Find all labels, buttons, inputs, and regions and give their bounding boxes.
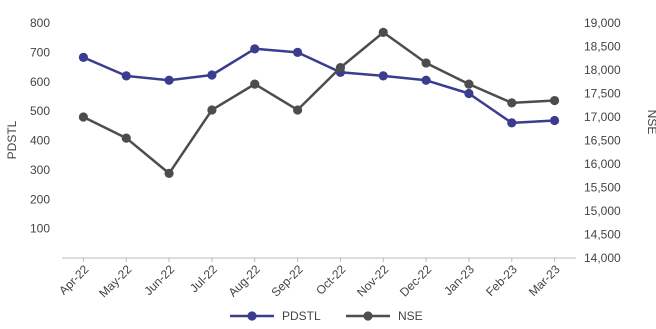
right-tick-label: 18,000 xyxy=(584,63,621,77)
left-tick-label: 700 xyxy=(30,45,50,59)
x-tick-label: Aug-22 xyxy=(226,262,263,299)
data-point xyxy=(164,168,174,178)
data-point xyxy=(421,75,431,85)
legend-item: PDSTL xyxy=(230,309,321,323)
data-point xyxy=(507,98,517,108)
legend-label: NSE xyxy=(398,309,423,323)
data-point xyxy=(335,63,346,73)
x-tick-label: Jul-22 xyxy=(187,262,220,295)
series-nse xyxy=(78,27,560,178)
right-tick-label: 19,000 xyxy=(584,16,621,30)
data-point xyxy=(421,58,431,68)
data-point xyxy=(250,44,260,54)
data-point xyxy=(378,27,388,37)
x-tick-label: Sep-22 xyxy=(268,262,305,299)
x-tick-label: Nov-22 xyxy=(354,262,391,299)
data-point xyxy=(292,105,303,115)
x-tick-label: Feb-23 xyxy=(483,262,520,299)
right-tick-label: 17,500 xyxy=(584,87,621,101)
data-point xyxy=(78,52,89,62)
left-tick-label: 600 xyxy=(30,75,50,89)
legend-marker xyxy=(247,311,257,321)
right-tick-label: 14,000 xyxy=(584,251,621,265)
legend-item: NSE xyxy=(346,309,423,323)
data-point xyxy=(250,79,260,89)
right-tick-label: 16,500 xyxy=(584,134,621,148)
data-point xyxy=(207,70,217,80)
x-tick-label: Jun-22 xyxy=(141,262,177,298)
right-tick-label: 17,000 xyxy=(584,110,621,124)
right-tick-label: 15,000 xyxy=(584,204,621,218)
x-tick-label: Jan-23 xyxy=(441,262,477,298)
data-point xyxy=(121,133,131,143)
right-tick-label: 18,500 xyxy=(584,40,621,54)
x-axis-ticks: Apr-22 May-22 Jun-22 Jul-22 Aug-22 Sep-22 Oct-… xyxy=(56,258,563,300)
right-tick-label: 16,000 xyxy=(584,157,621,171)
data-point xyxy=(507,118,517,128)
series-pdstl xyxy=(78,44,560,128)
data-point xyxy=(464,79,474,89)
left-tick-label: 500 xyxy=(30,104,50,118)
left-axis-ticks: 100 200 300 400 500 600 700 800 xyxy=(30,16,50,236)
data-point xyxy=(549,115,560,126)
right-tick-label: 15,500 xyxy=(584,181,621,195)
left-tick-label: 400 xyxy=(30,134,50,148)
left-tick-label: 200 xyxy=(30,192,50,206)
data-point xyxy=(549,95,560,106)
left-tick-label: 100 xyxy=(30,222,50,236)
series-line xyxy=(82,31,555,175)
right-axis-ticks: 14,000 14,500 15,000 15,500 16,000 16,500 17,0… xyxy=(584,16,621,265)
data-point xyxy=(464,88,474,99)
data-point xyxy=(164,75,174,85)
legend-marker xyxy=(363,311,373,321)
x-tick-label: Apr-22 xyxy=(56,262,92,298)
data-point xyxy=(292,47,303,57)
series-line xyxy=(82,47,555,125)
data-point xyxy=(121,71,131,81)
x-tick-label: Dec-22 xyxy=(397,262,434,299)
legend-label: PDSTL xyxy=(282,309,321,323)
data-point xyxy=(378,71,388,81)
data-point xyxy=(78,112,89,122)
legend: PDSTL NSE xyxy=(230,309,423,323)
left-tick-label: 800 xyxy=(30,16,50,30)
right-tick-label: 14,500 xyxy=(584,228,621,242)
series-layer xyxy=(78,27,560,178)
x-tick-label: May-22 xyxy=(96,262,134,300)
data-point xyxy=(207,105,217,115)
x-tick-label: Oct-22 xyxy=(313,262,349,298)
right-axis-title: NSE xyxy=(645,110,656,135)
left-tick-label: 300 xyxy=(30,163,50,177)
x-tick-label: Mar-23 xyxy=(526,262,563,299)
left-axis-title: PDSTL xyxy=(5,120,19,159)
